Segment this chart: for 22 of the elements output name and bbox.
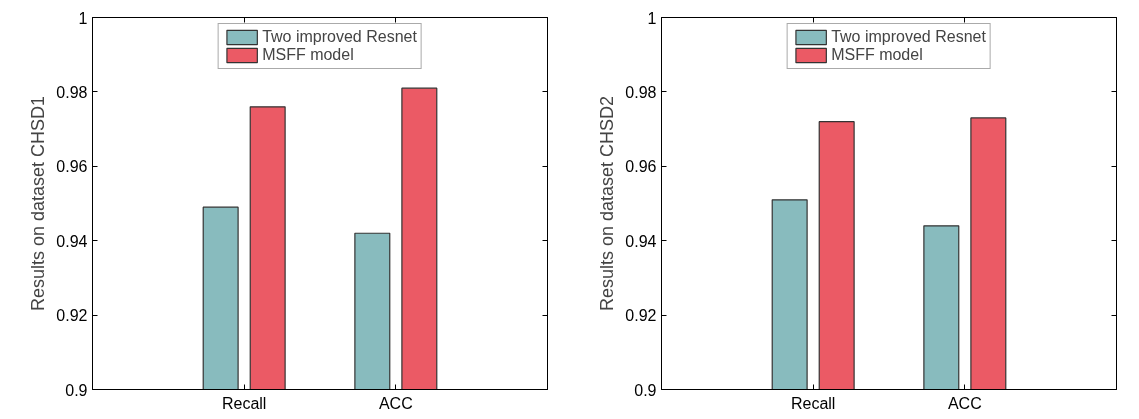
y-tick-label: 0.98 — [56, 83, 88, 101]
y-tick-label: 0.9 — [634, 381, 657, 399]
y-tick-label: 1 — [78, 9, 88, 27]
legend-label: MSFF model — [831, 46, 923, 64]
y-tick-label: 0.94 — [625, 232, 657, 250]
y-tick-label: 0.96 — [56, 158, 88, 176]
y-tick-label: 0.92 — [625, 307, 657, 325]
x-tick-label: Recall — [221, 394, 267, 412]
y-tick-label: 1 — [647, 9, 657, 27]
y-axis-title: Results on dataset CHSD1 — [28, 95, 49, 312]
y-axis-title: Results on dataset CHSD2 — [597, 95, 618, 312]
x-tick-label: ACC — [378, 394, 413, 412]
y-tick-label: 0.9 — [65, 381, 88, 399]
x-tick-label: ACC — [947, 394, 982, 412]
y-tick-label: 0.98 — [625, 83, 657, 101]
x-tick-label: Recall — [790, 394, 836, 412]
y-tick-label: 0.96 — [625, 158, 657, 176]
legend-label: Two improved Resnet — [831, 28, 986, 46]
y-tick-label: 0.94 — [56, 232, 88, 250]
legend-label: Two improved Resnet — [262, 28, 417, 46]
y-tick-label: 0.92 — [56, 307, 88, 325]
legend-label: MSFF model — [262, 46, 354, 64]
